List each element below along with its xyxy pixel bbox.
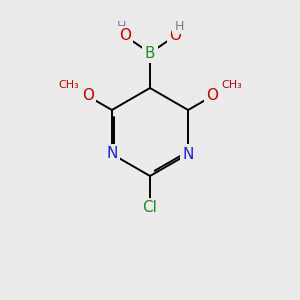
Text: CH₃: CH₃ (58, 80, 79, 90)
Text: O: O (206, 88, 218, 104)
Text: O: O (82, 88, 94, 104)
Text: O: O (169, 28, 181, 44)
Text: Cl: Cl (142, 200, 158, 215)
Text: N: N (182, 146, 194, 161)
Text: H: H (174, 20, 184, 32)
Text: B: B (145, 46, 155, 61)
Text: CH₃: CH₃ (221, 80, 242, 90)
Text: H: H (116, 20, 126, 32)
Text: O: O (119, 28, 131, 44)
Text: N: N (106, 146, 118, 161)
